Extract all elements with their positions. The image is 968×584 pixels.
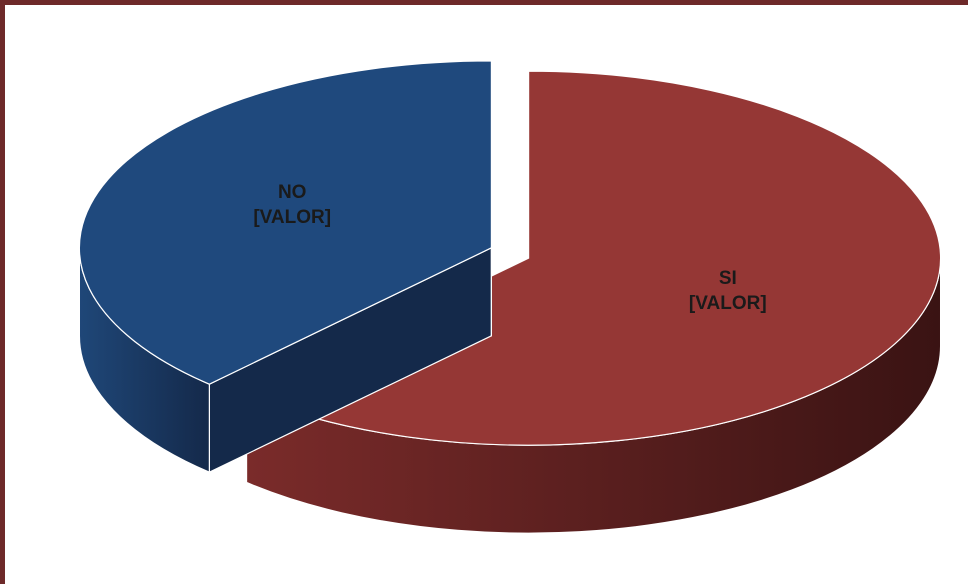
slice-label-name: SI: [719, 268, 737, 289]
slice-label-value: [VALOR]: [253, 207, 331, 228]
slice-top: [78, 60, 493, 385]
slice: [78, 60, 493, 474]
chart: SI [VALOR] NO [VALOR]: [78, 60, 942, 534]
slice-label-value: [VALOR]: [689, 293, 767, 314]
slice-label-name: NO: [278, 182, 307, 203]
